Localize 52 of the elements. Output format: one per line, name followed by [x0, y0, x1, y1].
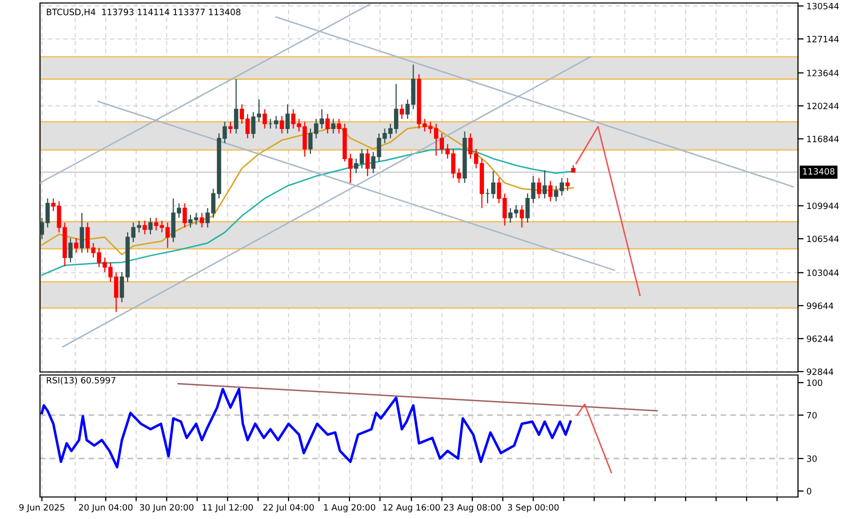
candlestick	[548, 180, 553, 202]
y-tick-label: 96244	[806, 335, 834, 342]
y-tick-label: 120244	[807, 102, 839, 110]
candlestick	[182, 202, 187, 228]
ref-line-label: 113408	[803, 168, 834, 175]
x-tick-label: 22 Jul 04:00	[263, 504, 314, 512]
candlestick	[274, 115, 278, 130]
y-tick-label: 100	[807, 379, 822, 386]
candlestick	[228, 121, 233, 134]
candlestick	[565, 177, 570, 192]
candlestick	[536, 177, 542, 199]
candlestick	[365, 148, 370, 177]
x-tick-label: 3 Sep 00:00	[508, 504, 559, 512]
y-tick-label: 116844	[807, 136, 839, 142]
candlestick	[142, 220, 147, 235]
line-series	[40, 388, 572, 468]
y-tick-label: 99644	[806, 302, 834, 310]
x-tick-label: 30 Jun 20:00	[140, 504, 194, 512]
candlestick	[325, 113, 330, 134]
x-tick-label: 9 Jun 2025	[19, 504, 64, 512]
candlestick	[200, 212, 204, 228]
x-tick-label: 20 Jun 04:00	[78, 504, 132, 512]
y-tick-label: 109944	[807, 202, 839, 210]
candlestick	[400, 104, 404, 120]
y-tick-label: 106544	[807, 236, 839, 242]
y-tick-label: 123644	[807, 70, 839, 76]
x-tick-label: 11 Jul 12:00	[202, 504, 253, 512]
candlestick	[280, 115, 284, 134]
candlestick	[542, 170, 547, 199]
y-tick-label: 103044	[807, 270, 839, 276]
text: BTCUSD,H4 113793 114114 113377 113408	[46, 8, 240, 16]
x-tick-label: 12 Aug 16:00	[383, 504, 440, 512]
candlestick	[520, 204, 524, 228]
candlestick	[262, 108, 267, 130]
chart-title: RSI(13) 60.5997	[46, 376, 116, 385]
x-tick-label: 1 Aug 20:00	[324, 504, 376, 512]
candlestick	[68, 238, 73, 263]
candlestick	[331, 118, 336, 134]
line-series	[41, 124, 574, 256]
y-tick-label: 130544	[807, 2, 839, 10]
candlestick	[148, 217, 153, 235]
line-series	[41, 148, 574, 276]
x-tick-label: 23 Aug 08:00	[444, 504, 501, 512]
y-tick-label: 0	[806, 488, 812, 494]
candlestick	[80, 212, 84, 254]
candlestick	[234, 78, 238, 134]
candlestick	[74, 238, 78, 254]
y-tick-label: 92844	[806, 368, 834, 375]
candlestick	[285, 104, 290, 134]
y-tick-label: 127144	[807, 36, 839, 42]
y-tick-label: 70	[807, 412, 817, 419]
y-tick-label: 30	[806, 455, 817, 462]
